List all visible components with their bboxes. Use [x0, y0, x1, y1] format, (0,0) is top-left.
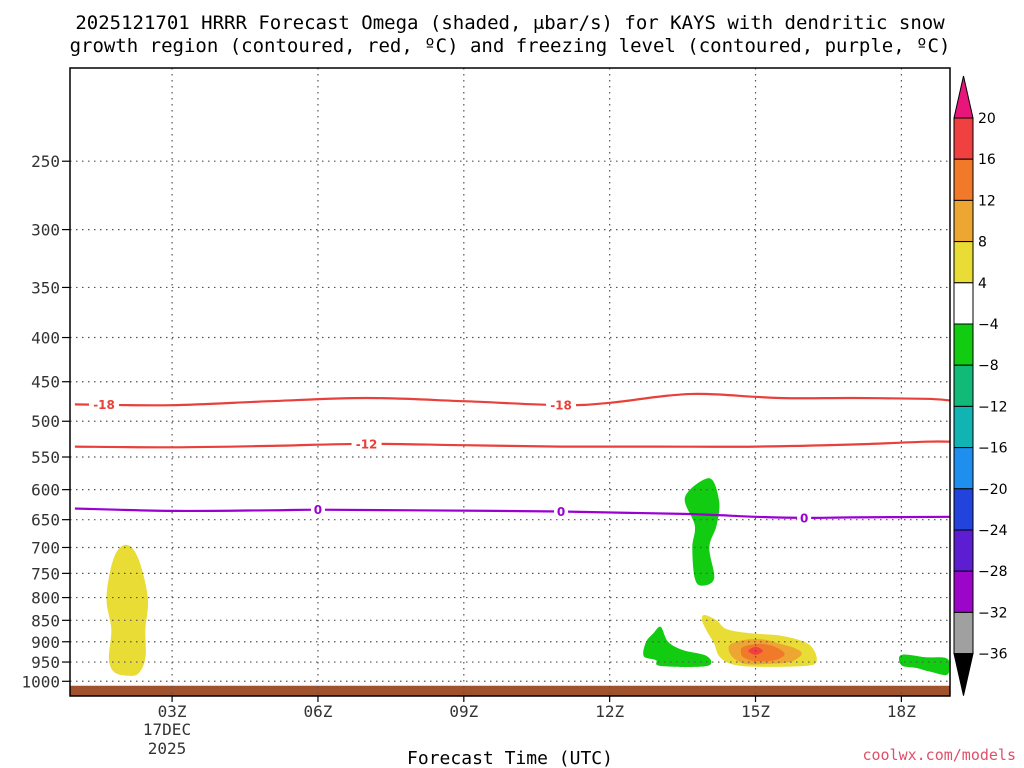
y-tick-label: 800: [31, 589, 60, 608]
colorbar-label: −24: [978, 523, 1008, 539]
y-tick-label: 850: [31, 611, 60, 630]
y-tick-label: 600: [31, 481, 60, 500]
x-tick-label: 09Z: [449, 702, 478, 721]
colorbar-swatch: [953, 199, 974, 243]
colorbar-swatch: [953, 570, 974, 613]
x-tick-label: 15Z: [741, 702, 770, 721]
colorbar-swatch: [953, 323, 974, 366]
colorbar-label: −4: [978, 317, 999, 333]
contour-label-bg: [797, 510, 812, 525]
contour-label-bg: [546, 398, 577, 413]
colorbar-swatch: [953, 158, 974, 201]
y-tick-label: 500: [31, 412, 60, 431]
colorbar-label: −36: [978, 647, 1008, 663]
y-tick-label: 1000: [21, 672, 60, 691]
colorbar-label: 20: [978, 111, 996, 127]
y-tick-label: 400: [31, 329, 60, 348]
x-tick-label: 03Z: [158, 702, 187, 721]
y-tick-label: 950: [31, 653, 60, 672]
y-tick-label: 750: [31, 564, 60, 583]
contour-lines: -18 -18 -12 0 0 0: [74, 392, 950, 525]
colorbar-swatch: [953, 282, 974, 325]
y-tick-label: 650: [31, 511, 60, 530]
x-axis-title: Forecast Time (UTC): [407, 748, 613, 768]
y-axis-ticks: 250 300 350 400 450 500 550 600 650 700 750 800 850 9…: [21, 152, 70, 691]
chart-title-line1: 2025121701 HRRR Forecast Omega (shaded, …: [75, 12, 945, 34]
colorbar-label: −28: [978, 564, 1008, 580]
y-tick-label: 700: [31, 538, 60, 557]
contour-line: [74, 440, 950, 449]
colorbar-swatch: [953, 364, 974, 407]
colorbar-label: 8: [978, 235, 987, 251]
colorbar-swatch: [953, 488, 974, 531]
colorbar-label: −16: [978, 441, 1008, 457]
contour-line: [74, 392, 950, 407]
contour-label: 0: [314, 503, 322, 517]
x-axis-ticks: 03Z 06Z 09Z 12Z 15Z 18Z: [158, 696, 916, 721]
contour-line: [74, 507, 950, 520]
colorbar-swatch: [953, 529, 974, 572]
contour-label-bg: [351, 436, 382, 451]
colorbar-swatch: [953, 611, 974, 655]
contour-label: 0: [557, 505, 565, 519]
colorbar-top-arrow: [953, 75, 974, 119]
grid-lines: [70, 68, 950, 696]
y-tick-label: 450: [31, 373, 60, 392]
colorbar-label: −8: [978, 358, 999, 374]
contour-label-bg: [310, 502, 325, 517]
terrain-layer: [70, 685, 950, 696]
omega-shaded-region: [106, 544, 149, 676]
omega-shaded-region: [684, 478, 720, 586]
colorbar: 20 16 12 8 4 −4 −8 −12 −16 −20 −24 −28 −32 −36: [953, 75, 1008, 696]
contour-label: 0: [800, 511, 808, 525]
date-year-label: 2025: [148, 739, 187, 758]
x-tick-label: 12Z: [595, 702, 624, 721]
colorbar-label: 4: [978, 276, 987, 292]
colorbar-swatch: [953, 117, 974, 160]
omega-shading: [106, 478, 950, 676]
contour-label-bg: [89, 397, 120, 412]
colorbar-label: −12: [978, 399, 1008, 415]
contour-label-bg: [554, 504, 569, 519]
colorbar-label: −20: [978, 482, 1008, 498]
colorbar-label: −32: [978, 605, 1008, 621]
omega-shaded-region: [898, 654, 950, 676]
contour-label: -18: [550, 399, 572, 413]
colorbar-label: 16: [978, 152, 996, 168]
y-tick-label: 250: [31, 152, 60, 171]
colorbar-label: 12: [978, 193, 996, 209]
contour-label: -12: [356, 437, 378, 451]
terrain-fill: [70, 685, 950, 696]
y-tick-label: 900: [31, 633, 60, 652]
date-day-label: 17DEC: [143, 720, 191, 739]
x-tick-label: 06Z: [304, 702, 333, 721]
chart-title-line2: growth region (contoured, red, ºC) and f…: [70, 35, 951, 57]
colorbar-swatch: [953, 447, 974, 490]
colorbar-swatch: [953, 241, 974, 284]
x-tick-label: 18Z: [887, 702, 916, 721]
y-tick-label: 350: [31, 278, 60, 297]
colorbar-bottom-arrow: [953, 653, 974, 696]
colorbar-swatch: [953, 405, 974, 449]
omega-shaded-region: [643, 626, 712, 667]
contour-label: -18: [93, 398, 115, 412]
y-tick-label: 300: [31, 221, 60, 240]
credit-text: coolwx.com/models: [862, 746, 1016, 764]
y-tick-label: 550: [31, 448, 60, 467]
